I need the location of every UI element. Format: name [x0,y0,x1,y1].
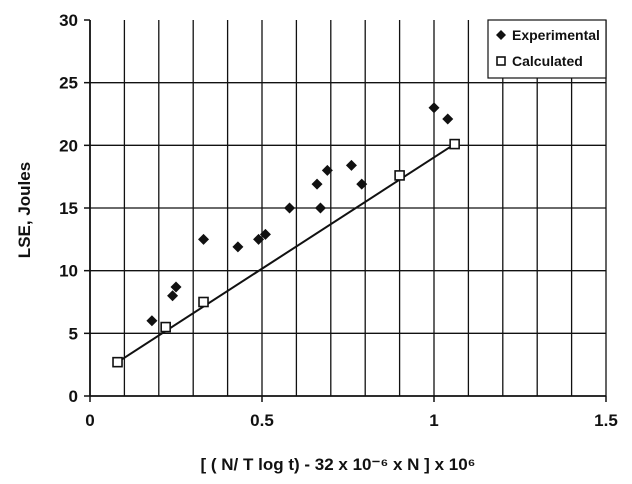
legend-experimental-marker [496,30,506,40]
experimental-point [232,241,244,253]
experimental-point [167,290,179,302]
legend-label-calculated: Calculated [512,53,583,69]
x-tick-label: 0 [85,411,94,430]
experimental-point [170,281,182,293]
experimental-point [284,202,296,214]
legend: Experimental Calculated [487,19,607,79]
experimental-point [259,228,271,240]
y-tick-label: 10 [59,262,78,281]
x-tick-label: 0.5 [250,411,274,430]
calculated-point [112,356,123,368]
experimental-point [345,159,357,171]
legend-calculated-marker [496,56,506,66]
calculated-point [394,170,405,181]
grid [90,20,606,396]
experimental-point [314,202,326,214]
calculated-point [198,296,209,308]
experimental-point [311,178,323,190]
experimental-point [356,178,368,190]
y-tick-label: 25 [59,74,78,93]
experimental-point [146,315,158,327]
x-tick-label: 1.5 [594,411,618,430]
y-tick-label: 5 [69,324,78,343]
legend-label-experimental: Experimental [512,27,600,43]
legend-box [487,19,607,79]
experimental-point [253,233,265,245]
y-tick-label: 0 [69,387,78,406]
y-tick-label: 30 [59,11,78,30]
y-tick-label: 15 [59,199,78,218]
x-axis-title: [ ( N/ T log t) - 32 x 10⁻⁶ x N ] x 10⁶ [201,455,476,474]
experimental-point [428,102,440,114]
y-tick-label: 20 [59,136,78,155]
calculated-point [160,321,171,333]
axes [84,19,607,402]
data-points [112,102,460,368]
tick-labels: 0 5 10 15 20 25 30 0 0.5 1 1.5 [59,11,618,430]
experimental-point [442,113,454,125]
y-axis-title: LSE, Joules [15,162,34,258]
x-tick-label: 1 [429,411,438,430]
calculated-point [449,138,460,150]
experimental-point [321,164,333,176]
experimental-point [198,233,210,245]
